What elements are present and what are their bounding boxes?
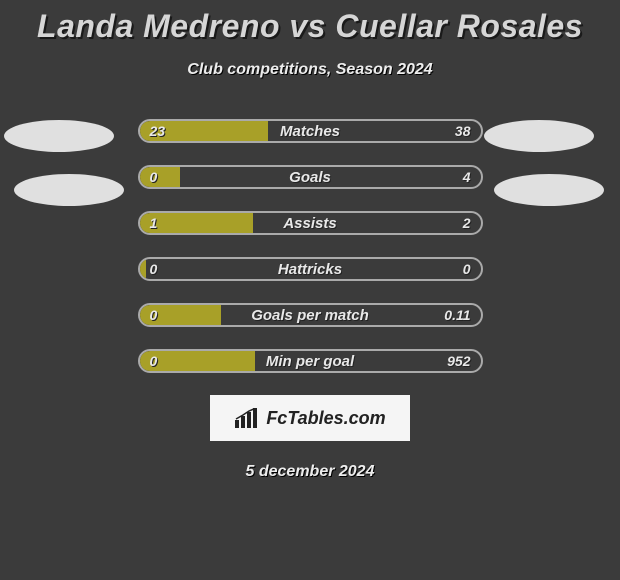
fctables-logo: FcTables.com: [210, 395, 410, 441]
stat-bar: 0952Min per goal: [138, 349, 483, 373]
stat-row: 00.11Goals per match: [0, 303, 620, 327]
subtitle: Club competitions, Season 2024: [0, 61, 620, 79]
stats-area: 2338Matches 04Goals 12Assists 00Hattricks 00…: [0, 119, 620, 373]
stat-row: 00Hattricks: [0, 257, 620, 281]
stat-bar: 00Hattricks: [138, 257, 483, 281]
logo-text: FcTables.com: [266, 408, 385, 429]
chart-icon: [234, 408, 260, 428]
stat-label: Goals per match: [140, 305, 481, 325]
stat-row: 04Goals: [0, 165, 620, 189]
stat-label: Min per goal: [140, 351, 481, 371]
stat-label: Goals: [140, 167, 481, 187]
stat-bar: 00.11Goals per match: [138, 303, 483, 327]
stat-bar: 2338Matches: [138, 119, 483, 143]
stat-label: Matches: [140, 121, 481, 141]
date-line: 5 december 2024: [0, 463, 620, 481]
page-title: Landa Medreno vs Cuellar Rosales: [0, 0, 620, 45]
stat-row: 0952Min per goal: [0, 349, 620, 373]
stat-bar: 12Assists: [138, 211, 483, 235]
stat-label: Hattricks: [140, 259, 481, 279]
stat-label: Assists: [140, 213, 481, 233]
stat-row: 2338Matches: [0, 119, 620, 143]
stat-bar: 04Goals: [138, 165, 483, 189]
stat-row: 12Assists: [0, 211, 620, 235]
